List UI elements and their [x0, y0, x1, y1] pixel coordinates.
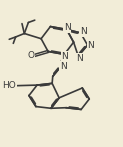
Text: N: N	[80, 27, 86, 36]
Text: HO: HO	[2, 81, 16, 90]
Text: N: N	[60, 62, 67, 71]
Text: N: N	[64, 23, 71, 32]
Text: N: N	[62, 52, 68, 61]
Text: O: O	[28, 51, 35, 60]
Text: N: N	[76, 54, 83, 63]
Text: N: N	[87, 41, 94, 50]
